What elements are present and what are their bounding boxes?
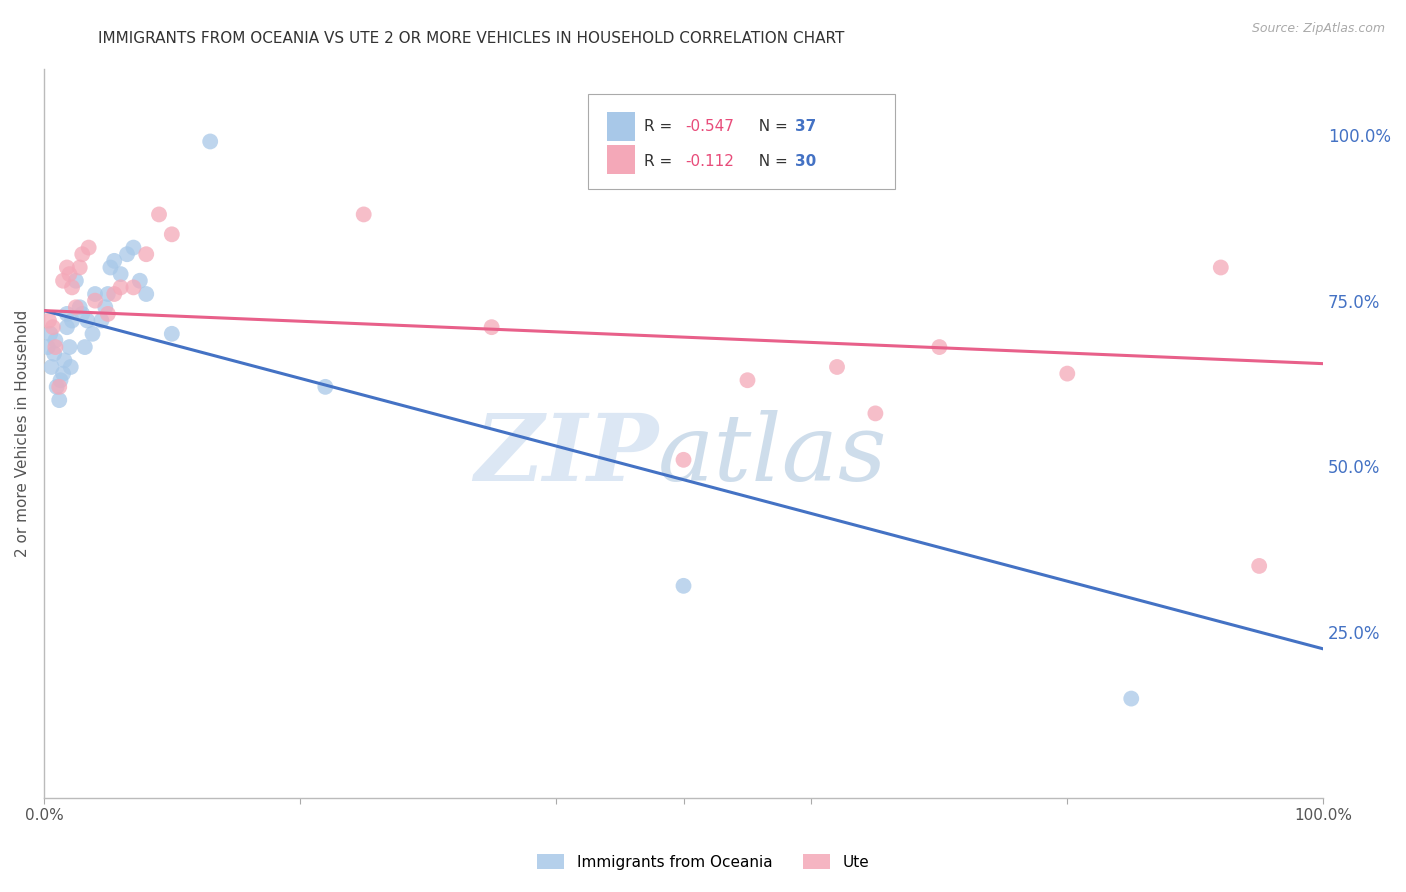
Point bbox=[56, 307, 79, 321]
Point bbox=[45, 380, 67, 394]
Point bbox=[69, 260, 91, 275]
Point bbox=[42, 320, 65, 334]
Point bbox=[60, 280, 83, 294]
Point bbox=[672, 579, 695, 593]
Point bbox=[90, 313, 112, 327]
Point bbox=[65, 300, 87, 314]
Point bbox=[103, 287, 125, 301]
Point bbox=[198, 135, 221, 149]
Point bbox=[37, 340, 59, 354]
Point bbox=[76, 313, 98, 327]
Point bbox=[41, 359, 63, 374]
Point bbox=[52, 367, 75, 381]
Point bbox=[84, 293, 107, 308]
Point bbox=[58, 267, 80, 281]
Point bbox=[97, 307, 120, 321]
Point bbox=[103, 253, 125, 268]
Text: 30: 30 bbox=[794, 153, 815, 169]
Point bbox=[825, 359, 848, 374]
Point bbox=[44, 334, 66, 348]
Text: IMMIGRANTS FROM OCEANIA VS UTE 2 OR MORE VEHICLES IN HOUSEHOLD CORRELATION CHART: IMMIGRANTS FROM OCEANIA VS UTE 2 OR MORE… bbox=[98, 31, 845, 46]
Point bbox=[1209, 260, 1232, 275]
Text: N =: N = bbox=[749, 153, 793, 169]
Point bbox=[481, 320, 503, 334]
Point bbox=[42, 347, 65, 361]
Point bbox=[314, 380, 336, 394]
Text: atlas: atlas bbox=[658, 410, 887, 500]
Point bbox=[110, 280, 132, 294]
Text: N =: N = bbox=[749, 120, 793, 135]
Point bbox=[58, 340, 80, 354]
Point bbox=[69, 300, 91, 314]
Text: -0.112: -0.112 bbox=[685, 153, 734, 169]
Point bbox=[128, 274, 150, 288]
Point bbox=[48, 380, 70, 394]
FancyBboxPatch shape bbox=[607, 145, 636, 174]
Point bbox=[82, 326, 104, 341]
Point bbox=[1056, 367, 1078, 381]
Point bbox=[49, 373, 72, 387]
Point bbox=[97, 287, 120, 301]
Point bbox=[65, 274, 87, 288]
Point bbox=[72, 247, 94, 261]
Point bbox=[94, 300, 117, 314]
Point bbox=[160, 326, 183, 341]
Point bbox=[59, 359, 82, 374]
Legend: Immigrants from Oceania, Ute: Immigrants from Oceania, Ute bbox=[529, 846, 877, 877]
Point bbox=[72, 307, 94, 321]
Point bbox=[353, 207, 375, 221]
Point bbox=[135, 247, 157, 261]
Text: -0.547: -0.547 bbox=[685, 120, 734, 135]
Point bbox=[38, 313, 60, 327]
Text: ZIP: ZIP bbox=[474, 410, 658, 500]
FancyBboxPatch shape bbox=[607, 112, 636, 142]
Point bbox=[115, 247, 138, 261]
Point bbox=[44, 340, 66, 354]
Point bbox=[148, 207, 170, 221]
Point bbox=[48, 393, 70, 408]
FancyBboxPatch shape bbox=[588, 94, 894, 189]
Text: Source: ZipAtlas.com: Source: ZipAtlas.com bbox=[1251, 22, 1385, 36]
Point bbox=[100, 260, 122, 275]
Text: R =: R = bbox=[644, 153, 676, 169]
Text: R =: R = bbox=[644, 120, 676, 135]
Point bbox=[865, 406, 887, 420]
Point bbox=[160, 227, 183, 242]
Point bbox=[135, 287, 157, 301]
Point bbox=[122, 280, 145, 294]
Point bbox=[60, 313, 83, 327]
Point bbox=[73, 340, 96, 354]
Point bbox=[77, 241, 100, 255]
Y-axis label: 2 or more Vehicles in Household: 2 or more Vehicles in Household bbox=[15, 310, 30, 557]
Text: 37: 37 bbox=[794, 120, 815, 135]
Point bbox=[56, 260, 79, 275]
Point bbox=[53, 353, 76, 368]
Point bbox=[56, 320, 79, 334]
Point bbox=[1249, 558, 1271, 573]
Point bbox=[672, 452, 695, 467]
Point bbox=[737, 373, 759, 387]
Point bbox=[84, 287, 107, 301]
Point bbox=[39, 326, 62, 341]
Point bbox=[110, 267, 132, 281]
Point bbox=[1121, 691, 1143, 706]
Point bbox=[122, 241, 145, 255]
Point bbox=[52, 274, 75, 288]
Point bbox=[928, 340, 950, 354]
